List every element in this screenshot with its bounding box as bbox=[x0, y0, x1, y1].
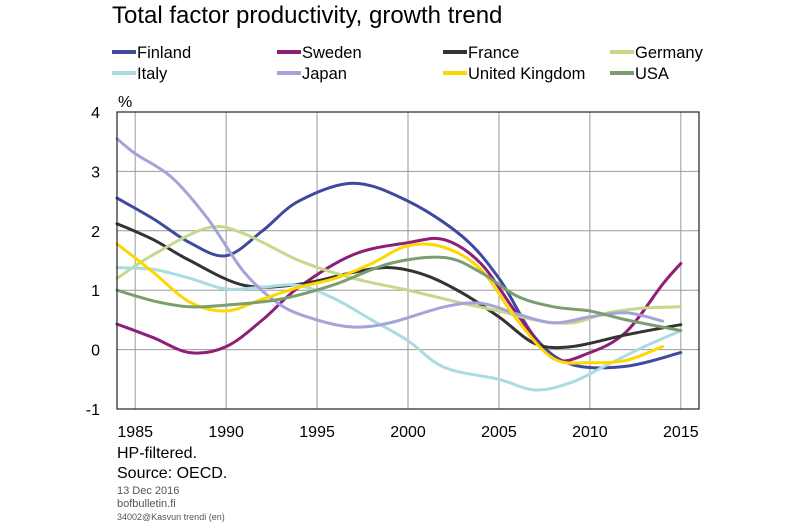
y-axis-unit: % bbox=[118, 94, 132, 111]
legend-label-sweden: Sweden bbox=[302, 44, 362, 62]
meta-code: 34002@Kasvun trendi (en) bbox=[117, 512, 225, 522]
series-line-usa bbox=[115, 255, 683, 333]
legend-label-japan: Japan bbox=[302, 65, 347, 83]
note-filter: HP-filtered. bbox=[117, 445, 197, 462]
series-line-japan bbox=[115, 137, 665, 329]
legend-label-france: France bbox=[468, 44, 519, 62]
series-line-sweden bbox=[115, 236, 683, 363]
legend-label-finland: Finland bbox=[137, 44, 191, 62]
legend: Finland Sweden France Germany Italy Japan Unit… bbox=[112, 44, 704, 83]
legend-label-usa: USA bbox=[635, 65, 669, 83]
x-tick-label: 1995 bbox=[299, 424, 335, 441]
series-lines bbox=[115, 137, 683, 392]
note-source: Source: OECD. bbox=[117, 465, 227, 482]
plot-frame bbox=[116, 111, 700, 410]
y-tick-label: 4 bbox=[91, 105, 100, 122]
y-tick-label: 3 bbox=[91, 164, 100, 181]
x-tick-label: 2000 bbox=[390, 424, 426, 441]
series-line-france bbox=[115, 222, 683, 350]
legend-label-germany: Germany bbox=[635, 44, 704, 62]
y-tick-labels: -1 0 1 2 3 4 bbox=[86, 105, 100, 419]
legend-label-united-kingdom: United Kingdom bbox=[468, 65, 585, 83]
legend-label-italy: Italy bbox=[137, 65, 168, 83]
meta-site: bofbulletin.fi bbox=[117, 498, 176, 510]
x-tick-labels: 1985 1990 1995 2000 2005 2010 2015 bbox=[117, 424, 698, 441]
y-tick-label: 0 bbox=[91, 343, 100, 360]
x-tick-label: 2015 bbox=[663, 424, 699, 441]
chart-title: Total factor productivity, growth trend bbox=[112, 2, 502, 29]
y-tick-label: 2 bbox=[91, 224, 100, 241]
y-tick-label: -1 bbox=[86, 402, 100, 419]
series-line-italy bbox=[115, 266, 683, 392]
series-line-united-kingdom bbox=[115, 242, 665, 365]
x-tick-label: 1990 bbox=[208, 424, 244, 441]
x-tick-label: 2005 bbox=[481, 424, 517, 441]
meta-date: 13 Dec 2016 bbox=[117, 485, 179, 497]
x-tick-label: 1985 bbox=[117, 424, 153, 441]
y-tick-label: 1 bbox=[91, 283, 100, 300]
x-tick-label: 2010 bbox=[572, 424, 608, 441]
